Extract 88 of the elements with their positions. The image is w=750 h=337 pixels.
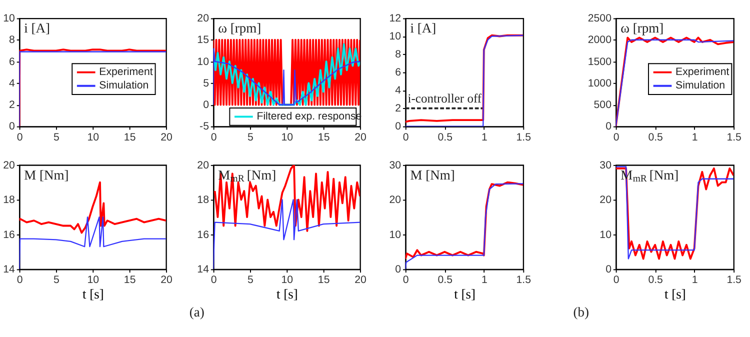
y-axis-title: ω [rpm] xyxy=(218,20,262,36)
y-tick-label: 0 xyxy=(9,120,16,133)
y-axis-title: i [A] xyxy=(24,20,50,36)
x-tick-label: 20 xyxy=(160,131,172,144)
y-tick-label: 4 xyxy=(9,77,16,90)
x-tick-label: 10 xyxy=(281,131,294,144)
line-series xyxy=(214,164,360,232)
y-tick-label: 5 xyxy=(203,77,210,90)
y-tick-label: 20 xyxy=(197,159,210,172)
text: (a) xyxy=(189,304,204,320)
y-tick-label: 10 xyxy=(389,30,402,43)
x-axis-title: t [s] xyxy=(82,286,104,302)
x-tick-label: 10 xyxy=(87,131,100,144)
legend-label: Simulation xyxy=(99,80,149,92)
x-tick-label: 1.5 xyxy=(516,131,532,144)
x-axis-title: t [s] xyxy=(454,286,476,302)
y-tick-label: 10 xyxy=(600,228,612,241)
x-tick-label: 1 xyxy=(481,131,488,144)
y-tick-label: 8 xyxy=(9,34,16,46)
x-tick-label: 5 xyxy=(54,131,60,144)
y-tick-label: 18 xyxy=(3,194,16,206)
legend-label: Experiment xyxy=(99,66,153,78)
y-tick-label: 500 xyxy=(594,99,612,112)
x-axis-title: t [s] xyxy=(276,286,298,302)
y-tick-label: 20 xyxy=(3,159,16,172)
x-tick-label: 15 xyxy=(318,274,330,286)
y-tick-label: 30 xyxy=(389,159,402,172)
x-tick-label: 1 xyxy=(692,274,698,286)
legend-label: Experiment xyxy=(676,66,730,78)
y-tick-label: 16 xyxy=(3,228,16,241)
x-tick-label: 1.5 xyxy=(516,274,532,286)
y-axis-title: M [Nm] xyxy=(410,167,455,182)
y-tick-label: 2000 xyxy=(588,34,612,46)
legend-label: Simulation xyxy=(676,80,726,92)
x-tick-label: 1 xyxy=(481,274,488,286)
y-tick-label: 14 xyxy=(3,264,16,276)
y-tick-label: 20 xyxy=(197,12,210,25)
y-tick-label: 10 xyxy=(389,228,402,241)
x-tick-label: 10 xyxy=(87,274,100,286)
x-tick-label: 15 xyxy=(124,274,136,286)
y-tick-label: 2 xyxy=(9,99,16,112)
y-tick-label: 0 xyxy=(395,120,402,133)
y-tick-label: -5 xyxy=(200,120,210,133)
x-tick-label: 0.5 xyxy=(438,274,453,286)
y-tick-label: 6 xyxy=(395,66,402,79)
y-tick-label: 16 xyxy=(197,228,210,241)
x-axis-title: t [s] xyxy=(664,286,686,302)
text: (b) xyxy=(573,304,589,320)
y-tick-label: 10 xyxy=(3,12,16,25)
annotation: i-controller off xyxy=(408,92,482,106)
y-axis-title: ω [rpm] xyxy=(620,20,664,36)
y-axis-title: i [A] xyxy=(410,20,436,36)
y-tick-label: 6 xyxy=(9,56,16,68)
x-tick-label: 1.5 xyxy=(726,274,742,286)
x-tick-label: 5 xyxy=(54,274,60,286)
x-tick-label: 15 xyxy=(124,131,136,144)
y-tick-label: 14 xyxy=(197,264,210,276)
y-tick-label: 4 xyxy=(395,84,402,97)
y-tick-label: 1000 xyxy=(588,77,612,90)
y-tick-label: 0 xyxy=(606,264,612,276)
line-series xyxy=(19,181,166,234)
y-axis-title: M [Nm] xyxy=(24,167,69,182)
y-tick-label: 0 xyxy=(395,264,402,276)
x-tick-label: 5 xyxy=(248,131,254,144)
y-tick-label: 10 xyxy=(197,56,210,68)
x-tick-label: 20 xyxy=(354,274,367,286)
x-tick-label: 0.5 xyxy=(648,274,664,286)
y-tick-label: 2500 xyxy=(588,12,612,25)
y-tick-label: 20 xyxy=(600,194,612,206)
x-tick-label: 20 xyxy=(160,274,172,286)
x-tick-label: 0.5 xyxy=(438,131,453,144)
y-tick-label: 2 xyxy=(395,102,402,115)
y-tick-label: 0 xyxy=(203,99,210,112)
y-tick-label: 8 xyxy=(395,48,402,61)
x-tick-label: 1 xyxy=(692,131,698,144)
x-tick-label: 20 xyxy=(354,131,367,144)
x-tick-label: 1.5 xyxy=(726,131,742,144)
y-tick-label: 30 xyxy=(600,159,612,172)
y-tick-label: 1500 xyxy=(588,56,612,68)
y-tick-label: 15 xyxy=(197,34,210,46)
x-tick-label: 5 xyxy=(248,274,254,286)
y-tick-label: 18 xyxy=(197,194,210,206)
y-tick-label: 0 xyxy=(606,120,612,133)
y-tick-label: 20 xyxy=(389,194,402,206)
x-tick-label: 15 xyxy=(318,131,330,144)
x-tick-label: 10 xyxy=(281,274,294,286)
x-tick-label: 0.5 xyxy=(648,131,664,144)
y-tick-label: 12 xyxy=(389,12,402,25)
